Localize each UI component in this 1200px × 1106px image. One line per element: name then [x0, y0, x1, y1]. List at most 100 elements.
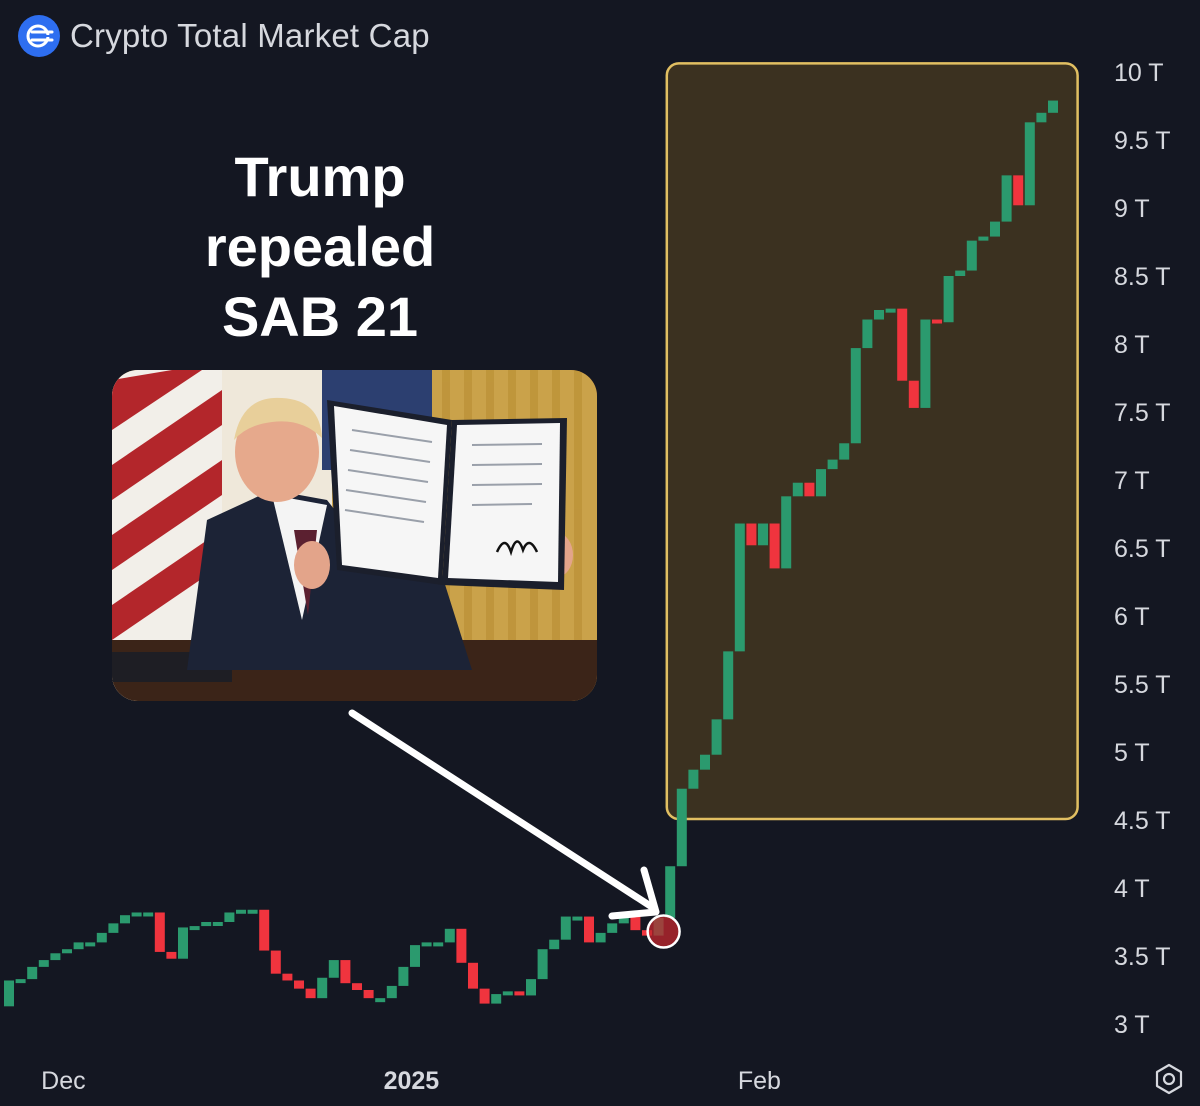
candle [676, 788, 687, 867]
candle [270, 950, 281, 974]
y-tick-label: 9 T [1114, 195, 1150, 223]
y-tick-label: 3.5 T [1114, 943, 1171, 971]
candle [247, 909, 258, 914]
candle [456, 928, 467, 963]
candle [932, 319, 942, 324]
candle [386, 985, 397, 999]
y-tick-label: 10 T [1114, 59, 1164, 87]
candle [862, 319, 873, 349]
candle [920, 319, 931, 408]
candle [1024, 122, 1035, 206]
candle [328, 960, 339, 978]
candle [27, 966, 38, 980]
candle [781, 496, 792, 569]
candle [305, 988, 316, 999]
candle [62, 949, 72, 954]
arrow-head [608, 866, 660, 920]
candle [827, 459, 838, 470]
candle [850, 348, 861, 444]
candle [421, 942, 432, 947]
candle [978, 236, 989, 241]
candle [1001, 175, 1012, 222]
candle [363, 990, 374, 999]
candle [294, 980, 304, 989]
candle [746, 523, 757, 546]
candle [410, 945, 420, 967]
candle [50, 953, 61, 961]
x-tick-label: Dec [41, 1067, 85, 1095]
y-tick-label: 7 T [1114, 467, 1150, 495]
candle [491, 994, 502, 1004]
y-tick-label: 5.5 T [1114, 671, 1171, 699]
chart-title: Crypto Total Market Cap [70, 17, 430, 54]
president-holding-signed-order-photo [112, 370, 597, 701]
candle [259, 909, 270, 951]
candle [340, 960, 351, 984]
annotation-line-3: SAB 21 [221, 285, 419, 348]
candle [572, 916, 583, 921]
candle [468, 962, 478, 989]
arrow-shaft [348, 709, 656, 911]
candle [317, 977, 328, 999]
x-tick-label: Feb [738, 1067, 781, 1095]
y-tick-label: 6 T [1114, 603, 1150, 631]
candle [1036, 112, 1047, 123]
y-tick-label: 8.5 T [1114, 263, 1171, 291]
candle [85, 942, 96, 947]
y-axis: 3 T 3.5 T 4 T 4.5 T 5 T 5.5 T 6 T 6.5 T 7 T 7.5 T… [1114, 59, 1171, 1039]
candle [73, 942, 84, 950]
candle [595, 932, 606, 943]
candle [734, 523, 745, 652]
candle [711, 719, 722, 755]
x-tick-label: 2025 [384, 1067, 440, 1095]
candle [189, 926, 200, 931]
candle [502, 991, 513, 996]
candle [514, 991, 525, 996]
candle [212, 922, 223, 926]
candle [839, 443, 850, 460]
y-tick-label: 4.5 T [1114, 807, 1171, 835]
candle [375, 998, 386, 1003]
candle [120, 915, 130, 924]
candle [665, 866, 676, 918]
candle [584, 916, 594, 943]
candle [282, 973, 293, 981]
candle [537, 949, 548, 980]
annotation-arrow [348, 709, 660, 920]
candle [874, 310, 884, 320]
candle [444, 928, 455, 943]
candle [560, 916, 571, 940]
candle [804, 482, 815, 497]
candle [352, 983, 362, 990]
y-tick-label: 9.5 T [1114, 127, 1171, 155]
candle [433, 942, 444, 947]
y-tick-label: 3 T [1114, 1011, 1150, 1039]
gear-icon[interactable] [1152, 1062, 1186, 1096]
equals-network-icon [18, 15, 60, 57]
y-tick-label: 5 T [1114, 739, 1150, 767]
candle [154, 912, 165, 952]
y-tick-label: 6.5 T [1114, 535, 1171, 563]
candle [236, 909, 246, 914]
annotation-line-2: repealed [204, 215, 436, 278]
candle [792, 482, 803, 497]
y-tick-label: 7.5 T [1114, 399, 1171, 427]
candle [526, 979, 536, 996]
candle [769, 523, 780, 569]
candle [897, 308, 908, 381]
candle [38, 960, 49, 967]
event-marker-layer [646, 914, 681, 949]
candle [816, 469, 826, 497]
candle [15, 979, 26, 984]
candle [1048, 100, 1058, 113]
candle [990, 221, 1000, 237]
candles-layer [4, 100, 1058, 1007]
candle [398, 966, 409, 986]
annotation-line-1: Trump [234, 145, 406, 208]
candle [688, 769, 699, 789]
candle [96, 932, 107, 943]
candle [966, 240, 977, 271]
event-marker [646, 914, 681, 949]
candle [201, 922, 212, 927]
